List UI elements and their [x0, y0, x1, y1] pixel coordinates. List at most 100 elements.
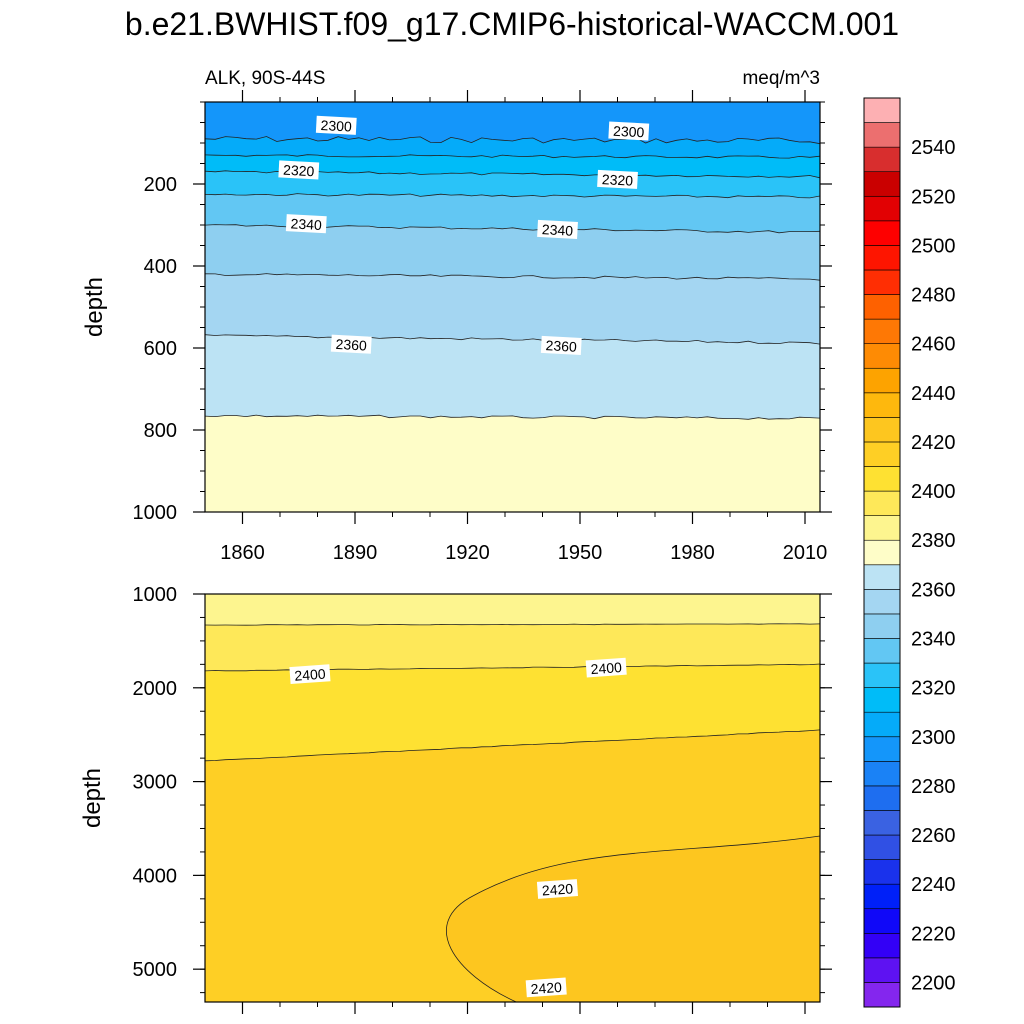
x-tick-label: 2010	[783, 542, 828, 564]
colorbar-box	[863, 490, 901, 516]
contour-label-text: 2320	[283, 162, 315, 180]
contour-tongue-2420	[446, 835, 820, 1002]
contour-label: 2400	[289, 664, 331, 685]
colorbar-box	[863, 564, 901, 590]
contour-band-2300	[205, 102, 820, 144]
y-tick-label: 3000	[133, 772, 178, 794]
colorbar-label: 2360	[911, 579, 956, 601]
colorbar-box	[863, 711, 901, 738]
colorbar-label: 2400	[911, 481, 956, 503]
contour-label-text: 2360	[545, 337, 577, 355]
contour-label-text: 2400	[294, 666, 326, 684]
colorbar-box	[863, 785, 901, 811]
colorbar-label: 2200	[911, 972, 956, 994]
y-tick-label: 2000	[133, 678, 178, 700]
y-tick-label: 5000	[133, 959, 178, 981]
contour-label-text: 2300	[320, 117, 352, 135]
colorbar-label: 2440	[911, 383, 956, 405]
colorbar-label: 2500	[911, 235, 956, 257]
x-tick-label: 1920	[445, 542, 490, 564]
colorbar-box	[863, 441, 901, 467]
figure-title: b.e21.BWHIST.f09_g17.CMIP6-historical-WA…	[125, 6, 899, 42]
y-axis-label: depth	[81, 277, 108, 337]
colorbar-label: 2460	[911, 334, 956, 356]
contour-label-text: 2360	[335, 336, 367, 354]
colorbar-label: 2340	[911, 628, 956, 650]
colorbar-box	[863, 638, 901, 664]
colorbar-box	[863, 392, 901, 418]
y-tick-label: 400	[144, 256, 177, 278]
colorbar-box	[863, 908, 901, 934]
colorbar-label: 2220	[911, 923, 956, 945]
y-tick-label: 200	[144, 174, 177, 196]
y-tick-label: 600	[144, 338, 177, 360]
contour-band-2390	[205, 594, 820, 626]
y-tick-label: 4000	[133, 865, 178, 887]
contour-line-2360	[205, 334, 820, 345]
contour-line-2370	[205, 414, 820, 420]
colorbar-box	[863, 982, 901, 1008]
contour-label-text: 2300	[613, 123, 645, 141]
contour-label-text: 2400	[590, 659, 622, 677]
colorbar-box	[863, 367, 901, 394]
colorbar-box	[863, 834, 901, 860]
colorbar-box	[863, 195, 901, 222]
colorbar-label: 2540	[911, 137, 956, 159]
colorbar-label: 2380	[911, 530, 956, 552]
colorbar-box	[863, 146, 901, 173]
x-tick-label: 1890	[333, 542, 378, 564]
colorbar-box	[863, 466, 901, 492]
contour-line-2330	[205, 193, 820, 199]
contour-line-2300	[205, 136, 820, 145]
colorbar-label: 2420	[911, 432, 956, 454]
contour-label: 2340	[537, 219, 578, 239]
colorbar: 2200 2220 2240 2260 2280 2300 2320 2340 2360 2380…	[863, 97, 956, 1008]
x-tick-label: 1860	[220, 542, 265, 564]
contour-label: 2360	[540, 335, 582, 355]
colorbar-box	[863, 736, 901, 762]
colorbar-label: 2480	[911, 285, 956, 307]
x-tick-label: 1980	[670, 542, 715, 564]
colorbar-box	[863, 957, 901, 983]
colorbar-box	[863, 589, 901, 615]
y-tick-label: 800	[144, 420, 177, 442]
lower-panel: depth 2400 2400 2420 2420 1000 2000 3000 4000 50…	[79, 584, 832, 1014]
colorbar-box	[863, 515, 901, 541]
contour-label: 2360	[330, 334, 372, 354]
contour-label: 2320	[597, 169, 638, 189]
contour-line-2410	[205, 729, 820, 762]
colorbar-label: 2320	[911, 678, 956, 700]
colorbar-box	[863, 662, 901, 688]
colorbar-label: 2300	[911, 727, 956, 749]
contour-label-text: 2420	[530, 979, 562, 997]
plot-frame	[204, 593, 821, 1003]
y-axis-label: depth	[79, 768, 106, 828]
colorbar-box	[863, 883, 901, 910]
contour-label-text: 2340	[542, 221, 574, 239]
colorbar-box	[863, 859, 901, 885]
contour-label: 2300	[608, 121, 650, 141]
colorbar-label: 2280	[911, 776, 956, 798]
colorbar-box	[863, 171, 901, 197]
contour-label: 2420	[525, 977, 567, 998]
contour-label-text: 2340	[290, 215, 322, 233]
colorbar-box	[863, 810, 901, 836]
colorbar-label: 2240	[911, 874, 956, 896]
contour-line-2350	[205, 273, 820, 281]
contour-label: 2320	[278, 160, 320, 180]
contour-label: 2340	[285, 214, 327, 234]
colorbar-box	[863, 343, 901, 369]
upper-panel: ALK, 90S-44S meq/m^3 depth 2300 2300 2320 2…	[81, 68, 832, 564]
colorbar-box	[863, 318, 901, 344]
colorbar-box	[863, 761, 901, 787]
contour-label-text: 2420	[541, 880, 573, 898]
y-tick-label: 1000	[133, 502, 178, 524]
colorbar-label: 2520	[911, 186, 956, 208]
colorbar-box	[863, 294, 901, 320]
colorbar-box	[863, 122, 901, 148]
colorbar-box	[863, 687, 901, 713]
colorbar-box	[863, 613, 901, 639]
colorbar-label: 2260	[911, 825, 956, 847]
contour-label-text: 2320	[602, 171, 634, 189]
